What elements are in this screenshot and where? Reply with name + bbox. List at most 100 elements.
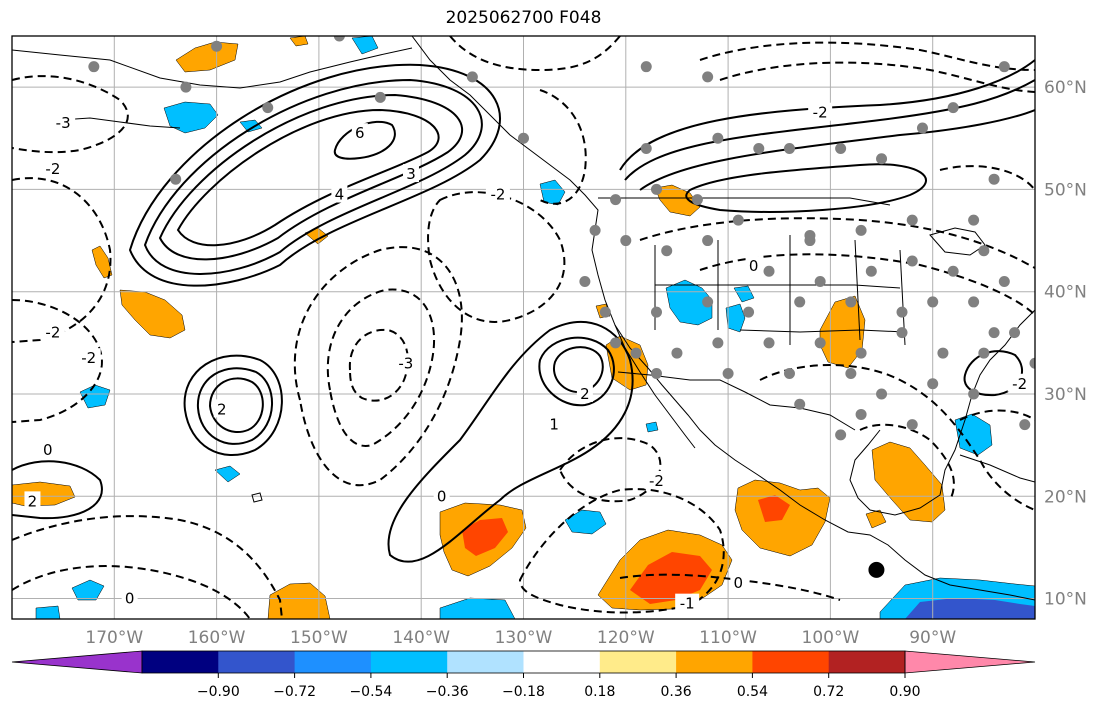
- colorbar-segment: [294, 651, 372, 673]
- contour-label: -2: [45, 324, 60, 342]
- station-dot: [743, 306, 755, 318]
- cuba: [959, 454, 1035, 483]
- map-plot-area: 6 4 3 2 2 1 0 0 2 -2 -3 -2 -2 -2 -2 -1 -2 -2 0 0 0 -3: [12, 36, 1035, 619]
- map-title: 2025062700 F048: [445, 8, 602, 28]
- station-dot: [998, 61, 1010, 73]
- contour-label-bg: [546, 414, 563, 433]
- contour-line: [624, 79, 1035, 181]
- contour-label-bg: [39, 440, 56, 459]
- contour-line: [449, 36, 621, 72]
- longitude-tick-label: 90°W: [909, 628, 956, 648]
- contour-label-bg: [331, 184, 348, 203]
- station-dot: [650, 306, 662, 318]
- station-dot: [947, 102, 959, 114]
- contour-line: [538, 336, 615, 407]
- station-dot: [937, 347, 949, 359]
- station-dot: [650, 368, 662, 380]
- warm-patch: [630, 552, 712, 604]
- colorbar-segment: [828, 651, 906, 673]
- cool-patch: [539, 179, 566, 206]
- contour-label-bg: [1007, 373, 1032, 392]
- cool-patch: [351, 36, 379, 55]
- warm-patch: [462, 518, 508, 556]
- great-lakes: [929, 227, 986, 256]
- warm-patch: [289, 36, 309, 47]
- station-dot: [968, 388, 980, 400]
- contour-label: -2: [813, 104, 828, 122]
- station-dot: [988, 327, 1000, 339]
- colorbar-tick-label: 0.36: [661, 684, 692, 700]
- contour-line: [12, 460, 103, 520]
- cool-patch: [733, 285, 755, 303]
- contour-label-bg: [76, 348, 101, 367]
- station-dot: [855, 408, 867, 420]
- station-markers: [88, 36, 1035, 441]
- longitude-tick-label: 120°W: [597, 628, 655, 648]
- us-mexico-border: [617, 371, 856, 431]
- station-dot: [906, 214, 918, 226]
- station-dot: [640, 61, 652, 73]
- longitude-tick-label: 160°W: [188, 628, 246, 648]
- contour-label: -2: [649, 472, 664, 490]
- station-dot: [722, 368, 734, 380]
- colorbar-tick-label: −0.54: [349, 684, 392, 700]
- latitude-tick-label: 20°N: [1044, 487, 1087, 507]
- station-dot: [640, 143, 652, 155]
- station-dot: [1019, 419, 1031, 431]
- station-dot: [610, 337, 622, 349]
- contour-line: [539, 89, 587, 205]
- warm-patch: [175, 41, 239, 73]
- station-dot: [978, 347, 990, 359]
- warm-patch: [119, 289, 186, 339]
- contour-line: [326, 288, 436, 447]
- contour-label-bg: [40, 158, 65, 177]
- latitude-tick-label: 60°N: [1044, 78, 1087, 98]
- longitude-tick-label: 170°W: [85, 628, 143, 648]
- station-dot: [1009, 327, 1021, 339]
- station-dot: [855, 347, 867, 359]
- station-dot: [630, 347, 642, 359]
- station-dot: [876, 153, 888, 165]
- longitude-tick-label: 110°W: [699, 628, 757, 648]
- colorbar-tick-label: 0.18: [584, 684, 615, 700]
- station-dot: [998, 275, 1010, 287]
- station-dot: [671, 347, 683, 359]
- contour-label: 0: [749, 257, 759, 275]
- colorbar-tick-label: −0.18: [502, 684, 545, 700]
- contour-label-bg: [675, 593, 700, 612]
- contour-line: [685, 163, 927, 213]
- station-dot: [333, 36, 345, 42]
- hawaii: [251, 492, 263, 503]
- gulf-coast: [849, 309, 1035, 516]
- warm-patch: [91, 245, 113, 279]
- station-dot: [753, 143, 765, 155]
- station-dot: [978, 245, 990, 257]
- contour-line: [759, 364, 1035, 511]
- contour-line: [196, 367, 273, 445]
- coastlines: [12, 36, 1035, 601]
- station-dot: [814, 275, 826, 287]
- cool-patch: [645, 421, 659, 433]
- longitude-tick-label: 100°W: [802, 628, 860, 648]
- contour-label-bg: [24, 491, 41, 510]
- station-dot: [783, 143, 795, 155]
- station-dot: [906, 255, 918, 267]
- contour-line: [12, 515, 283, 619]
- contour-label: -2: [45, 160, 60, 178]
- station-dot: [855, 224, 867, 236]
- longitude-tick-label: 150°W: [290, 628, 348, 648]
- contour-line: [959, 409, 1035, 421]
- contour-label: -3: [56, 114, 71, 132]
- station-dot: [518, 132, 529, 144]
- contour-line: [518, 488, 725, 614]
- alaska-coast: [12, 47, 413, 89]
- station-dot: [691, 194, 703, 206]
- contour-line: [12, 177, 112, 343]
- contour-label-bg: [351, 123, 368, 142]
- contour-label-bg: [644, 470, 669, 489]
- station-dot: [845, 368, 857, 380]
- colorbar-segment: [676, 651, 753, 673]
- positive-anomaly-shading: [12, 36, 946, 619]
- contour-label-bg: [576, 383, 593, 402]
- contour-label: 2: [580, 385, 590, 403]
